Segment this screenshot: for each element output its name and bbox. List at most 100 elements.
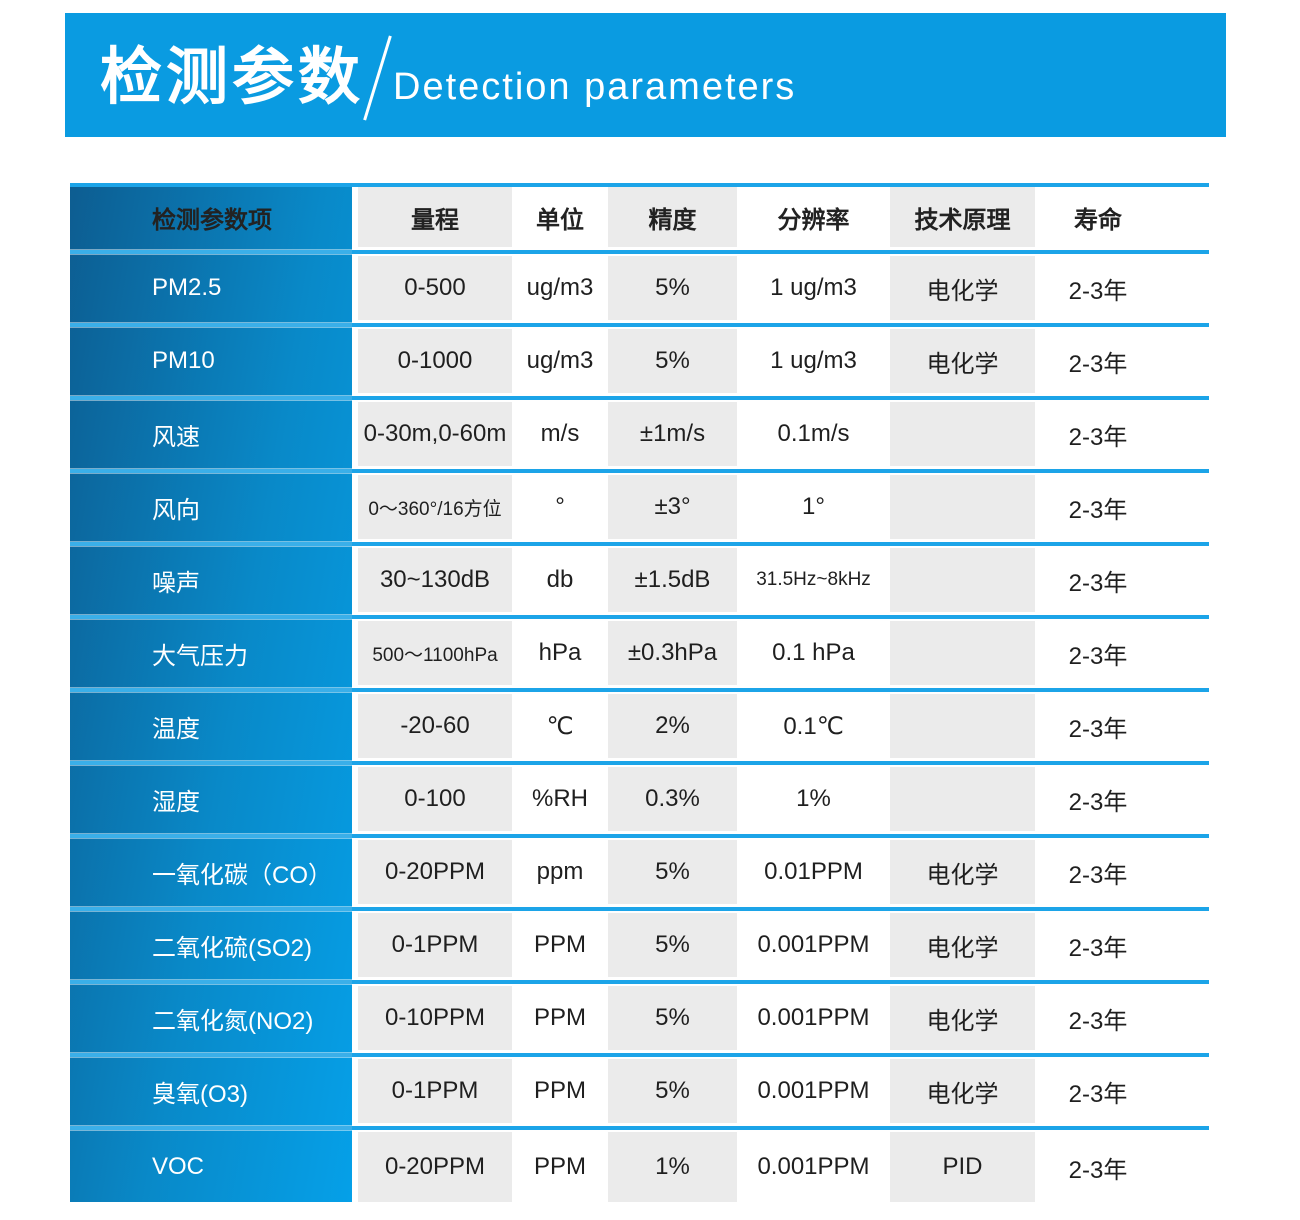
slash-divider-icon [363, 35, 392, 121]
row-divider-left [70, 612, 352, 621]
accuracy-cell: 1% [608, 1132, 737, 1202]
column-gap [352, 986, 358, 1050]
spec-table: 检测参数项 量程 单位 精度 分辨率 技术原理 寿命 PM2.5 0-500 u… [70, 183, 1209, 1202]
principle-cell [890, 475, 1035, 539]
row-divider-left [70, 685, 352, 694]
range-cell: 0-30m,0-60m [358, 402, 512, 466]
row-divider-left [70, 320, 352, 329]
column-gap [352, 913, 358, 977]
banner-title-zh: 检测参数 [100, 43, 365, 112]
resolution-cell: 1% [737, 767, 890, 831]
param-column-background [70, 187, 352, 1202]
row-divider-left [70, 1050, 352, 1059]
range-cell: 0-10PPM [358, 986, 512, 1050]
row-divider [352, 1050, 1209, 1059]
column-gap [352, 1132, 358, 1202]
param-name-cell: 二氧化硫(SO2) [152, 934, 313, 962]
range-cell: 0-1PPM [358, 913, 512, 977]
range-cell: -20-60 [358, 694, 512, 758]
life-cell: 2-3年 [1035, 986, 1209, 1050]
column-gap [352, 694, 358, 758]
unit-cell: db [512, 548, 608, 612]
header-unit: 单位 [512, 187, 608, 247]
principle-cell [890, 402, 1035, 466]
row-divider [352, 831, 1209, 840]
column-gap [352, 402, 358, 466]
resolution-cell: 0.001PPM [737, 913, 890, 977]
life-cell: 2-3年 [1035, 694, 1209, 758]
row-divider-left [70, 466, 352, 475]
accuracy-cell: 5% [608, 913, 737, 977]
unit-cell: %RH [512, 767, 608, 831]
param-name-cell: 大气压力 [152, 642, 248, 670]
row-divider [352, 247, 1209, 256]
resolution-cell: 0.01PPM [737, 840, 890, 904]
principle-cell: 电化学 [890, 840, 1035, 904]
param-name-cell: 温度 [152, 715, 200, 743]
param-name-cell: PM10 [152, 347, 215, 374]
header-life: 寿命 [1035, 187, 1209, 247]
unit-cell: m/s [512, 402, 608, 466]
unit-cell: ppm [512, 840, 608, 904]
param-name-cell: 风向 [152, 496, 200, 524]
principle-cell [890, 694, 1035, 758]
unit-cell: PPM [512, 913, 608, 977]
accuracy-cell: 5% [608, 256, 737, 320]
resolution-cell: 31.5Hz~8kHz [737, 548, 890, 612]
life-cell: 2-3年 [1035, 256, 1209, 320]
range-cell: 0～360°/16方位 [358, 475, 512, 539]
principle-cell [890, 548, 1035, 612]
accuracy-cell: 5% [608, 986, 737, 1050]
row-divider-left [70, 977, 352, 986]
range-cell: 500～1100hPa [358, 621, 512, 685]
param-name-cell: PM2.5 [152, 274, 222, 301]
column-gap [352, 1059, 358, 1123]
resolution-cell: 1 ug/m3 [737, 329, 890, 393]
unit-cell: PPM [512, 1059, 608, 1123]
unit-cell: PPM [512, 986, 608, 1050]
column-gap [352, 767, 358, 831]
life-cell: 2-3年 [1035, 329, 1209, 393]
resolution-cell: 0.001PPM [737, 1059, 890, 1123]
row-divider [352, 685, 1209, 694]
accuracy-cell: 5% [608, 1059, 737, 1123]
row-divider [352, 904, 1209, 913]
header-param: 检测参数项 [152, 206, 272, 234]
resolution-cell: 0.001PPM [737, 1132, 890, 1202]
column-gap [352, 548, 358, 612]
header-principle: 技术原理 [890, 187, 1035, 247]
spec-table-grid: 检测参数项 量程 单位 精度 分辨率 技术原理 寿命 PM2.5 0-500 u… [70, 187, 1209, 1202]
column-gap [352, 840, 358, 904]
range-cell: 0-100 [358, 767, 512, 831]
life-cell: 2-3年 [1035, 840, 1209, 904]
life-cell: 2-3年 [1035, 913, 1209, 977]
accuracy-cell: ±1m/s [608, 402, 737, 466]
row-divider-left [70, 393, 352, 402]
unit-cell: hPa [512, 621, 608, 685]
param-name-cell: 臭氧(O3) [152, 1080, 248, 1108]
row-divider-left [70, 539, 352, 548]
principle-cell: 电化学 [890, 329, 1035, 393]
principle-cell: 电化学 [890, 913, 1035, 977]
column-gap [352, 621, 358, 685]
row-divider [352, 393, 1209, 402]
life-cell: 2-3年 [1035, 548, 1209, 612]
param-name-cell: 一氧化碳（CO） [152, 861, 332, 889]
banner: 检测参数 Detection parameters [65, 13, 1226, 137]
row-divider [352, 612, 1209, 621]
range-cell: 0-500 [358, 256, 512, 320]
accuracy-cell: ±1.5dB [608, 548, 737, 612]
row-divider [352, 320, 1209, 329]
row-divider [352, 466, 1209, 475]
param-name-cell: VOC [152, 1153, 205, 1180]
column-gap [352, 475, 358, 539]
row-divider [352, 977, 1209, 986]
row-divider [352, 758, 1209, 767]
row-divider-left [70, 1123, 352, 1132]
life-cell: 2-3年 [1035, 767, 1209, 831]
row-divider-left [70, 831, 352, 840]
column-gap [352, 256, 358, 320]
resolution-cell: 1 ug/m3 [737, 256, 890, 320]
life-cell: 2-3年 [1035, 621, 1209, 685]
